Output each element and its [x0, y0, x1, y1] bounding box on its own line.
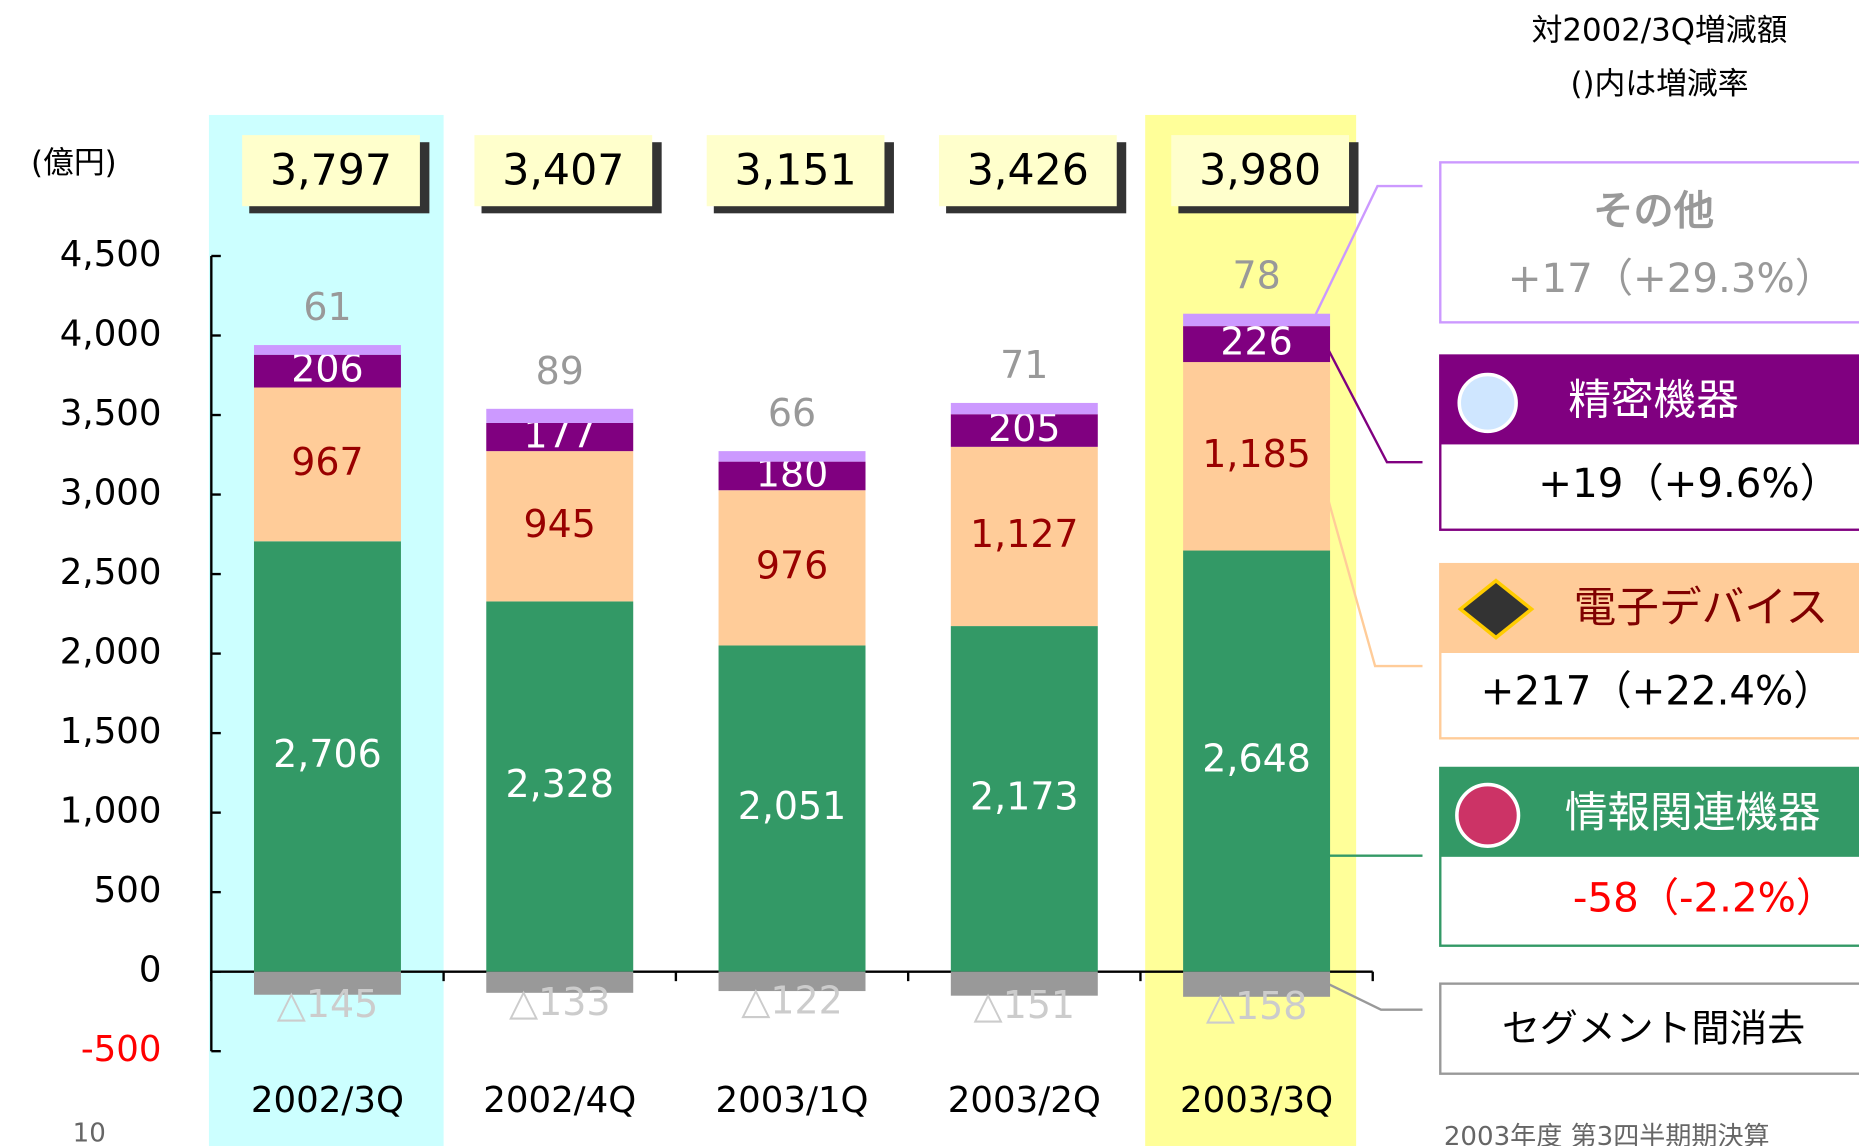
bar-segment: [486, 422, 634, 452]
note-sub: ()内は増減率: [1571, 66, 1749, 102]
bar-segment: [253, 971, 401, 995]
icon: [1457, 578, 1535, 640]
connector: [1314, 184, 1423, 315]
y-tick-label: 3,000: [60, 473, 162, 514]
data-label: 2,328: [505, 762, 614, 806]
bar-segment: [950, 446, 1098, 627]
legend-name: その他: [1593, 187, 1714, 234]
data-label: △151: [974, 983, 1076, 1027]
unit-label: (億円): [31, 145, 117, 181]
x-tick-label: 2003/3Q: [1180, 1080, 1333, 1121]
bar-segment: [950, 971, 1098, 996]
x-tick-label: 2002/3Q: [251, 1080, 404, 1121]
bar-segment: [1183, 313, 1331, 327]
x-tick-label: 2003/2Q: [948, 1080, 1101, 1121]
bar-segment: [1183, 550, 1331, 972]
x-tick-label: 2002/4Q: [483, 1080, 636, 1121]
connector: [1327, 982, 1423, 1011]
y-tick-label: -500: [81, 1029, 162, 1070]
total-box: [938, 135, 1117, 207]
data-label: 226: [1220, 320, 1292, 364]
bar-segment: [1183, 362, 1331, 551]
data-label: 2,648: [1202, 737, 1311, 781]
total-box: [706, 135, 885, 207]
y-tick-label: 1,000: [60, 791, 162, 832]
total-box: [1171, 135, 1350, 207]
data-label: 66: [768, 391, 816, 435]
total-box: [474, 135, 653, 207]
legend-change: +17（+29.3%）: [1508, 255, 1835, 302]
legend-name: セグメント間消去: [1502, 1007, 1805, 1051]
bar-segment: [950, 626, 1098, 972]
data-label: 2,706: [273, 732, 382, 776]
x-tick-label: 2003/1Q: [716, 1080, 869, 1121]
legend-change: +19（+9.6%）: [1538, 460, 1840, 507]
data-label: 1,127: [970, 512, 1079, 556]
bar-segment: [486, 408, 634, 423]
bar-segment: [253, 354, 401, 388]
bar-segment: [253, 541, 401, 972]
bar-segment: [486, 451, 634, 602]
data-label: △145: [277, 982, 379, 1026]
data-label: △133: [509, 980, 611, 1024]
bar-segment: [1183, 971, 1331, 997]
y-tick-label: 4,000: [60, 314, 162, 355]
data-label: △158: [1206, 984, 1308, 1028]
legend-name: 精密機器: [1568, 375, 1739, 425]
bar-segment: [950, 414, 1098, 447]
bar-segment: [253, 387, 401, 542]
bar-segment: [486, 601, 634, 972]
bar-segment: [1183, 326, 1331, 363]
y-tick-label: 2,500: [60, 552, 162, 593]
data-label: 2,173: [970, 774, 1079, 818]
legend-box: [1439, 161, 1859, 324]
icon: [1455, 782, 1521, 848]
bar-segment: [253, 345, 401, 355]
footer: 2003年度 第3四半期期決算: [1444, 1122, 1770, 1146]
total-label: 3,797: [270, 146, 392, 196]
legend-change: -58（-2.2%）: [1573, 875, 1836, 922]
y-tick-label: 500: [94, 870, 162, 911]
data-label: 967: [291, 440, 363, 484]
bar-segment: [486, 971, 634, 993]
total-label: 3,407: [502, 146, 624, 196]
connector: [1326, 347, 1423, 464]
data-label: 89: [536, 349, 584, 393]
y-tick-label: 3,500: [60, 393, 162, 434]
total-label: 3,151: [735, 146, 857, 196]
total-label: 3,426: [967, 146, 1089, 196]
y-tick-label: 4,500: [60, 234, 162, 275]
legend-box: [1439, 982, 1859, 1075]
bar-segment: [718, 461, 866, 491]
data-label: 78: [1232, 254, 1280, 298]
data-label: 976: [756, 543, 828, 587]
bar-segment: [718, 451, 866, 462]
bar-segment: [718, 645, 866, 972]
legend-change: +217（+22.4%）: [1481, 667, 1834, 714]
data-label: 945: [524, 502, 596, 546]
connector: [1326, 497, 1423, 668]
data-label: 2,051: [738, 784, 847, 828]
data-label: 61: [303, 285, 351, 329]
legend-name: 電子デバイス: [1574, 583, 1829, 633]
bar-segment: [950, 402, 1098, 415]
icon: [1457, 372, 1518, 434]
data-label: 71: [1000, 343, 1048, 387]
page-number: 10: [73, 1119, 106, 1146]
legend-name: 情報関連機器: [1565, 788, 1821, 838]
y-tick-label: 1,500: [60, 711, 162, 752]
y-tick-label: 2,000: [60, 632, 162, 673]
bar-segment: [718, 971, 866, 992]
data-label: △122: [741, 978, 843, 1022]
bar-segment: [718, 490, 866, 646]
note-title: 対2002/3Q増減額: [1532, 12, 1788, 48]
total-box: [242, 135, 420, 207]
total-label: 3,980: [1199, 146, 1321, 196]
data-label: 1,185: [1202, 432, 1311, 476]
y-tick-label: 0: [139, 950, 162, 991]
